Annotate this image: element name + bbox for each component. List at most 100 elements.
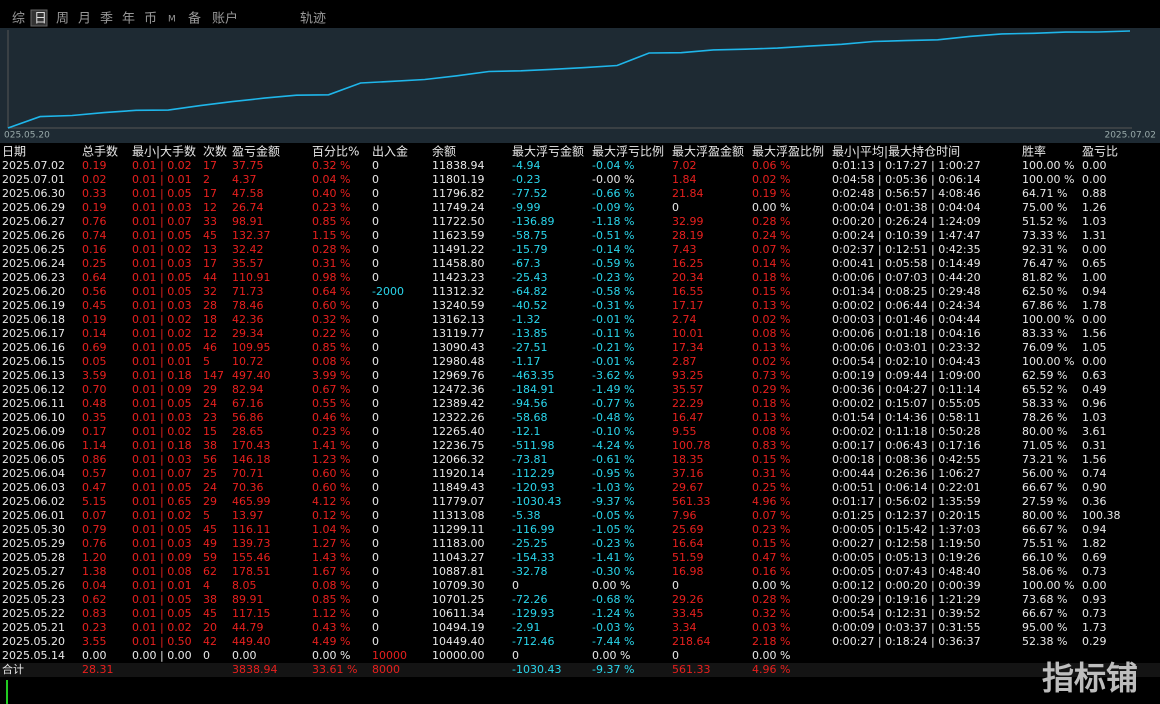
tab-active-bg <box>30 9 48 27</box>
table-cell: 0.01 | 0.05 <box>132 187 192 200</box>
table-cell: -0.04 % <box>592 159 634 172</box>
table-cell: 0:00:05 | 0:15:42 | 1:37:03 <box>832 523 981 536</box>
total-cell: -9.37 % <box>592 663 634 676</box>
table-cell: 25.69 <box>672 523 704 536</box>
table-cell: 0 <box>372 551 379 564</box>
table-cell: 75.00 % <box>1022 201 1067 214</box>
table-cell: -12.1 <box>512 425 540 438</box>
table-cell: 139.73 <box>232 537 271 550</box>
table-cell: 0.01 | 0.08 <box>132 565 192 578</box>
table-cell: -0.01 % <box>592 355 634 368</box>
table-cell: 10494.19 <box>432 621 485 634</box>
tab[interactable]: 年 <box>122 12 135 27</box>
table-cell: -72.26 <box>512 593 547 606</box>
table-cell: 0.01 | 0.05 <box>132 229 192 242</box>
table-cell: 0.43 % <box>312 621 350 634</box>
table-cell: -0.05 % <box>592 509 634 522</box>
table-cell: -9.37 % <box>592 495 634 508</box>
table-cell: 0:02:48 | 0:56:57 | 4:08:46 <box>832 187 981 200</box>
tab[interactable]: 周 <box>56 12 69 27</box>
table-cell: 0.74 <box>1082 467 1107 480</box>
tab[interactable]: 轨迹 <box>300 12 326 27</box>
table-cell: -0.58 % <box>592 285 634 298</box>
table-cell: -0.11 % <box>592 327 634 340</box>
table-cell: 0.93 <box>1082 593 1107 606</box>
table-cell: 0.01 | 0.02 <box>132 313 192 326</box>
table-cell: 0:01:54 | 0:14:36 | 0:58:11 <box>832 411 981 424</box>
table-cell: 0.05 <box>82 355 107 368</box>
table-cell: 0.74 <box>82 229 107 242</box>
table-cell: 100.78 <box>672 439 711 452</box>
tab[interactable]: 日 <box>34 12 47 27</box>
table-cell: 0.31 % <box>312 257 350 270</box>
table-cell: -15.79 <box>512 243 547 256</box>
table-cell: 0.70 <box>82 383 107 396</box>
tab[interactable]: 月 <box>78 12 91 27</box>
table-cell: 66.67 % <box>1022 481 1067 494</box>
table-cell: 0.67 % <box>312 383 350 396</box>
table-cell: 0.16 <box>82 243 107 256</box>
table-cell: -58.75 <box>512 229 547 242</box>
table-cell: 218.64 <box>672 635 711 648</box>
table-cell: 0.01 | 0.03 <box>132 453 192 466</box>
table-cell: 49 <box>203 537 217 550</box>
table-cell: 2025.06.04 <box>2 467 65 480</box>
table-cell: 1.20 <box>82 551 107 564</box>
table-cell: -2000 <box>372 285 404 298</box>
table-cell: 1.84 <box>672 173 697 186</box>
table-cell: 0.01 | 0.05 <box>132 397 192 410</box>
table-cell: 13090.43 <box>432 341 485 354</box>
table-cell: 29 <box>203 495 217 508</box>
table-cell: 4.49 % <box>312 635 350 648</box>
table-cell: 2025.06.23 <box>2 271 65 284</box>
table-cell: 0 <box>372 509 379 522</box>
chart-panel <box>0 28 1160 143</box>
chart-start-label: 025.05.20 <box>4 131 50 141</box>
table-cell: -1030.43 <box>512 495 561 508</box>
table-cell: 0:01:13 | 0:17:27 | 1:00:27 <box>832 159 981 172</box>
table-cell: 38 <box>203 439 217 452</box>
table-cell: 0:00:05 | 0:05:13 | 0:19:26 <box>832 551 981 564</box>
table-cell: 11920.14 <box>432 467 485 480</box>
table-cell: 0.08 % <box>752 425 790 438</box>
tab[interactable]: 综 <box>12 12 25 27</box>
table-cell: 497.40 <box>232 369 271 382</box>
table-cell: -0.10 % <box>592 425 634 438</box>
table-cell: 7.02 <box>672 159 697 172</box>
table-cell: 51.59 <box>672 551 704 564</box>
table-cell: 21.84 <box>672 187 704 200</box>
table-cell: 0.56 <box>82 285 107 298</box>
table-cell: 0.01 | 0.03 <box>132 299 192 312</box>
table-cell: 0.00 | 0.00 <box>132 649 192 662</box>
table-cell: 0.00 <box>1082 243 1107 256</box>
table-cell: 0:00:54 | 0:12:31 | 0:39:52 <box>832 607 981 620</box>
table-cell: 0.01 | 0.01 <box>132 355 192 368</box>
table-cell: 0.07 % <box>752 243 790 256</box>
tab[interactable]: 币 <box>144 12 157 27</box>
tab[interactable]: 季 <box>100 12 113 27</box>
table-cell: 0 <box>372 299 379 312</box>
table-cell: 67.86 % <box>1022 299 1067 312</box>
tab[interactable]: 账户 <box>212 11 238 27</box>
table-cell: 24 <box>203 397 217 410</box>
table-cell: 0:00:54 | 0:02:10 | 0:04:43 <box>832 355 981 368</box>
table-cell: 110.91 <box>232 271 271 284</box>
table-cell: -94.56 <box>512 397 547 410</box>
table-cell: 33 <box>203 215 217 228</box>
table-cell: 100.00 % <box>1022 579 1074 592</box>
table-cell: -136.89 <box>512 215 554 228</box>
table-cell: 0.69 <box>1082 551 1107 564</box>
table-cell: 0.00 <box>1082 579 1107 592</box>
tab[interactable]: 备 <box>188 11 201 27</box>
table-cell: -1.18 % <box>592 215 634 228</box>
table-cell: 45 <box>203 523 217 536</box>
table-cell: 10000 <box>372 649 407 662</box>
table-cell: 5 <box>203 355 210 368</box>
table-cell: 0.00 % <box>592 579 630 592</box>
table-cell: 0:00:27 | 0:18:24 | 0:36:37 <box>832 635 981 648</box>
table-cell: 4.37 <box>232 173 257 186</box>
table-cell: 0.01 | 0.03 <box>132 537 192 550</box>
table-cell: 76.47 % <box>1022 257 1067 270</box>
tab[interactable]: M <box>168 15 176 25</box>
table-cell: 0.96 <box>1082 397 1107 410</box>
